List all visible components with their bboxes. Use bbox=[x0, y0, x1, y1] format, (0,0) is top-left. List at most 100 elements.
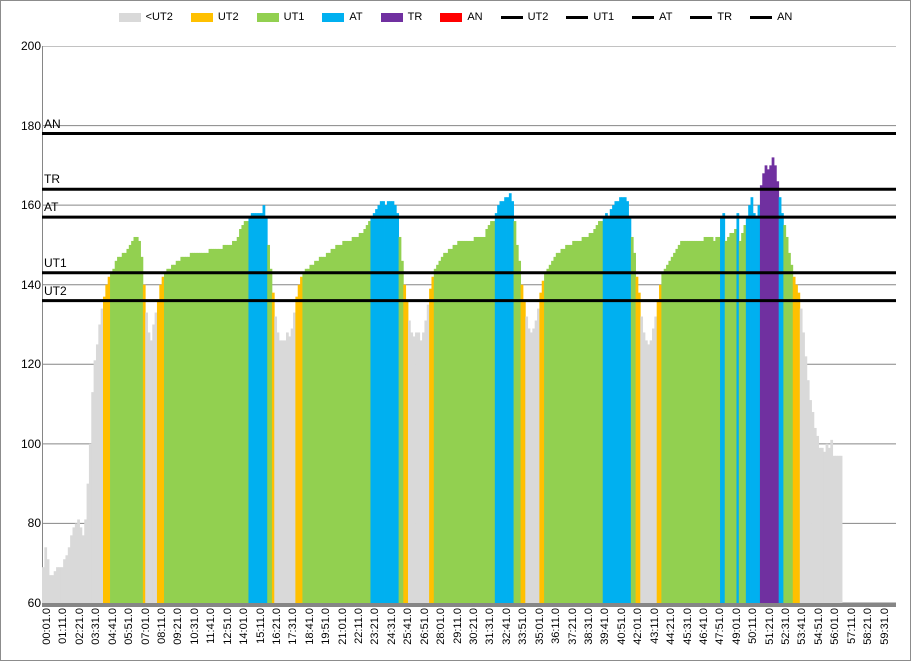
y-tick-label: 180 bbox=[20, 118, 41, 133]
x-tick-label: 23:21.0 bbox=[369, 608, 382, 645]
legend-label: UT2 bbox=[527, 11, 549, 23]
x-tick-label: 36:11.0 bbox=[550, 608, 563, 644]
x-tick-label: 22:11.0 bbox=[353, 608, 366, 644]
x-tick-label: 50:11.0 bbox=[747, 608, 760, 644]
x-tick-label: 40:51.0 bbox=[615, 608, 628, 645]
x-tick-label: 39:41.0 bbox=[599, 608, 612, 645]
x-tick-label: 45:31.0 bbox=[681, 608, 694, 645]
x-tick-label: 14:01.0 bbox=[238, 608, 251, 645]
x-tick-label: 43:11.0 bbox=[648, 608, 661, 644]
x-tick-label: 21:01.0 bbox=[336, 608, 349, 645]
x-tick-label: 10:31.0 bbox=[188, 608, 201, 645]
legend-item: UT2 bbox=[500, 11, 549, 23]
x-tick-label: 26:51.0 bbox=[418, 608, 431, 645]
x-tick-label: 09:21.0 bbox=[172, 608, 185, 645]
legend-label: UT1 bbox=[593, 11, 615, 23]
x-tick-label: 12:51.0 bbox=[221, 608, 234, 645]
x-tick-label: 04:41.0 bbox=[106, 608, 119, 645]
x-tick-label: 08:11.0 bbox=[155, 608, 168, 644]
x-tick-label: 00:01.0 bbox=[41, 608, 53, 645]
x-tick-label: 56:01.0 bbox=[829, 608, 842, 645]
chart-legend: <UT2 UT2 UT1 AT TR AN UT2 UT1 AT TR AN bbox=[0, 11, 911, 23]
legend-item: UT1 bbox=[256, 11, 305, 23]
y-tick-label: 160 bbox=[20, 198, 41, 213]
x-tick-label: 31:31.0 bbox=[484, 608, 497, 645]
legend-item: AN bbox=[750, 11, 792, 23]
x-tick-label: 17:31.0 bbox=[287, 608, 300, 645]
x-tick-label: 15:11.0 bbox=[254, 608, 267, 644]
x-tick-label: 18:41.0 bbox=[303, 608, 316, 645]
legend-label: TR bbox=[407, 11, 423, 23]
legend-label: AT bbox=[349, 11, 363, 23]
legend-line bbox=[632, 15, 655, 19]
x-tick-label: 37:21.0 bbox=[566, 608, 579, 645]
legend-item: AT bbox=[632, 11, 672, 23]
heart-rate-bars bbox=[42, 46, 896, 607]
x-tick-label: 05:51.0 bbox=[123, 608, 136, 645]
legend-swatch bbox=[190, 12, 213, 22]
x-tick-label: 28:01.0 bbox=[435, 608, 448, 645]
x-tick-label: 42:01.0 bbox=[632, 608, 645, 645]
x-tick-label: 46:41.0 bbox=[697, 608, 710, 645]
x-tick-label: 03:31.0 bbox=[90, 608, 103, 645]
plot-area bbox=[42, 46, 896, 607]
y-tick-label: 80 bbox=[27, 516, 41, 531]
legend-label: UT2 bbox=[217, 11, 239, 23]
x-tick-label: 29:11.0 bbox=[451, 608, 464, 644]
x-tick-label: 54:51.0 bbox=[812, 608, 825, 645]
threshold-label: AT bbox=[44, 200, 59, 215]
legend-label: TR bbox=[717, 11, 733, 23]
x-tick-label: 32:41.0 bbox=[500, 608, 513, 645]
x-axis: 00:01.0 01:11.0 02:21.0 03:31.0 04:41.0 05:51… bbox=[41, 608, 896, 658]
legend-label: AT bbox=[659, 11, 673, 23]
legend-item: AT bbox=[322, 11, 363, 23]
x-tick-label: 49:01.0 bbox=[730, 608, 743, 645]
legend-item: AN bbox=[440, 11, 483, 23]
x-tick-label: 24:31.0 bbox=[385, 608, 398, 645]
legend-item: <UT2 bbox=[118, 11, 173, 23]
legend-swatch bbox=[256, 12, 279, 22]
legend-swatch bbox=[440, 12, 463, 22]
legend-item: TR bbox=[690, 11, 732, 23]
threshold-label: UT2 bbox=[44, 283, 67, 298]
y-tick-label: 140 bbox=[20, 277, 41, 292]
x-tick-label: 44:21.0 bbox=[665, 608, 678, 645]
x-tick-label: 35:01.0 bbox=[533, 608, 546, 645]
x-tick-label: 59:31.0 bbox=[878, 608, 891, 645]
legend-label: <UT2 bbox=[145, 11, 173, 23]
legend-line bbox=[750, 15, 773, 19]
x-tick-label: 58:21.0 bbox=[862, 608, 875, 645]
legend-swatch bbox=[118, 12, 141, 22]
x-tick-label: 30:21.0 bbox=[468, 608, 480, 645]
x-tick-label: 57:11.0 bbox=[845, 608, 858, 644]
legend-line bbox=[500, 15, 523, 19]
legend-item: TR bbox=[380, 11, 423, 23]
x-tick-label: 51:21.0 bbox=[763, 608, 776, 645]
legend-item: UT2 bbox=[190, 11, 239, 23]
x-tick-label: 11:41.0 bbox=[205, 608, 218, 644]
x-tick-label: 01:11.0 bbox=[57, 608, 70, 644]
legend-label: UT1 bbox=[283, 11, 305, 23]
x-tick-label: 53:41.0 bbox=[796, 608, 809, 645]
x-tick-label: 19:51.0 bbox=[320, 608, 333, 645]
legend-item: UT1 bbox=[566, 11, 614, 23]
y-tick-label: 200 bbox=[20, 39, 41, 53]
legend-label: AN bbox=[467, 11, 483, 23]
x-tick-label: 52:31.0 bbox=[780, 608, 793, 645]
legend-swatch bbox=[322, 12, 345, 22]
legend-line bbox=[690, 15, 713, 19]
x-tick-label: 25:41.0 bbox=[402, 608, 415, 645]
legend-label: AN bbox=[777, 11, 793, 23]
threshold-label: TR bbox=[44, 172, 60, 187]
x-tick-label: 33:51.0 bbox=[517, 608, 530, 645]
threshold-label: AN bbox=[44, 116, 61, 131]
x-tick-label: 07:01.0 bbox=[139, 608, 152, 645]
x-tick-label: 16:21.0 bbox=[270, 608, 283, 645]
y-tick-label: 100 bbox=[20, 436, 41, 451]
y-tick-label: 120 bbox=[20, 357, 41, 372]
x-tick-label: 47:51.0 bbox=[714, 608, 727, 645]
x-tick-label: 38:31.0 bbox=[582, 608, 595, 645]
x-tick-label: 02:21.0 bbox=[73, 608, 86, 645]
legend-line bbox=[566, 15, 589, 19]
threshold-label: UT1 bbox=[44, 255, 67, 270]
